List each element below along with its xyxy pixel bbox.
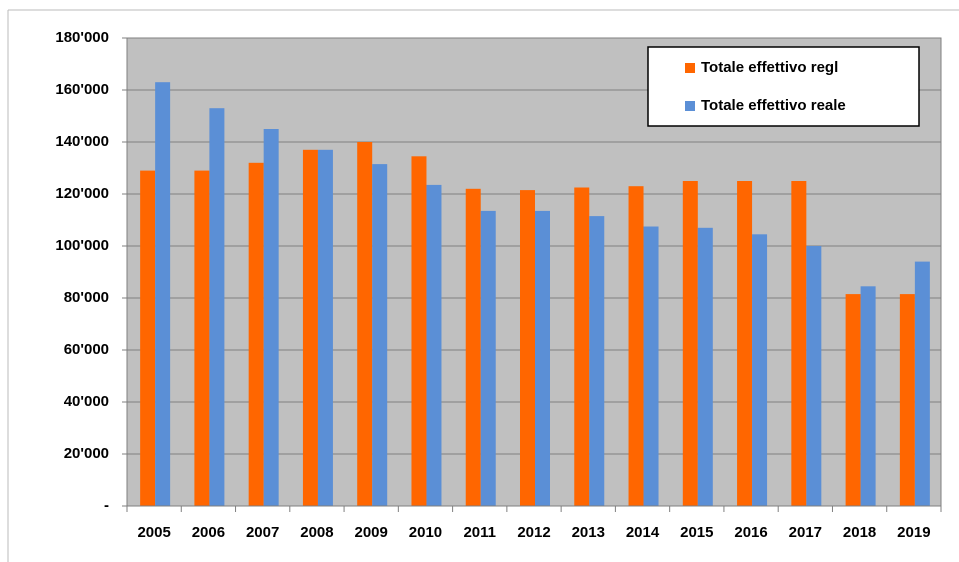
legend-swatch <box>685 101 695 111</box>
x-tick-label: 2016 <box>734 524 767 541</box>
bar <box>480 210 496 506</box>
bar <box>752 234 768 507</box>
bar <box>140 170 156 506</box>
bar <box>914 261 930 506</box>
bar <box>520 190 535 506</box>
y-tick-label: 40'000 <box>64 393 109 410</box>
legend-label: Totale effettivo reale <box>701 97 846 114</box>
legend-label: Totale effettivo regl <box>701 59 838 76</box>
bar <box>209 108 225 506</box>
bar <box>574 187 590 506</box>
y-tick-label: 100'000 <box>55 237 109 254</box>
legend <box>647 46 920 127</box>
x-tick-label: 2006 <box>192 524 225 541</box>
bar <box>589 216 605 506</box>
bar <box>806 246 822 506</box>
bar <box>372 164 388 506</box>
bar <box>357 142 373 506</box>
y-tick-label: 120'000 <box>55 185 109 202</box>
y-tick-label: 60'000 <box>64 341 109 358</box>
y-tick-label: 20'000 <box>64 445 109 462</box>
bar <box>411 156 427 507</box>
bar <box>302 149 318 507</box>
x-tick-label: 2017 <box>789 524 822 541</box>
x-tick-label: 2019 <box>897 524 930 541</box>
x-tick-label: 2009 <box>355 524 388 541</box>
x-tick-label: 2010 <box>409 524 442 541</box>
bar <box>194 170 210 506</box>
bar <box>791 181 807 506</box>
plot-border <box>126 37 942 507</box>
bar <box>317 149 333 507</box>
bar <box>643 226 659 506</box>
y-tick-label: 140'000 <box>55 133 109 150</box>
x-tick-label: 2018 <box>843 524 876 541</box>
bar <box>845 294 861 506</box>
bar <box>535 210 550 506</box>
x-tick-label: 2014 <box>626 524 660 541</box>
bar <box>465 188 481 507</box>
y-tick-label: 180'000 <box>55 29 109 46</box>
x-tick-label: 2013 <box>572 524 605 541</box>
bar <box>426 184 442 506</box>
y-tick-label: - <box>104 497 109 514</box>
bar <box>737 181 753 506</box>
y-tick-label: 160'000 <box>55 81 109 98</box>
bar <box>628 186 644 506</box>
bar <box>155 82 171 506</box>
bar <box>263 129 279 506</box>
x-tick-label: 2007 <box>246 524 279 541</box>
x-tick-label: 2005 <box>137 524 170 541</box>
x-tick-label: 2008 <box>300 524 333 541</box>
legend-swatch <box>685 63 695 73</box>
y-tick-label: 80'000 <box>64 289 109 306</box>
bar <box>860 286 876 506</box>
bar <box>697 227 713 507</box>
x-tick-label: 2011 <box>463 524 496 541</box>
bar <box>899 294 915 506</box>
x-tick-label: 2015 <box>680 524 713 541</box>
x-tick-label: 2012 <box>517 524 550 541</box>
bar <box>248 162 264 507</box>
bar <box>682 181 698 506</box>
